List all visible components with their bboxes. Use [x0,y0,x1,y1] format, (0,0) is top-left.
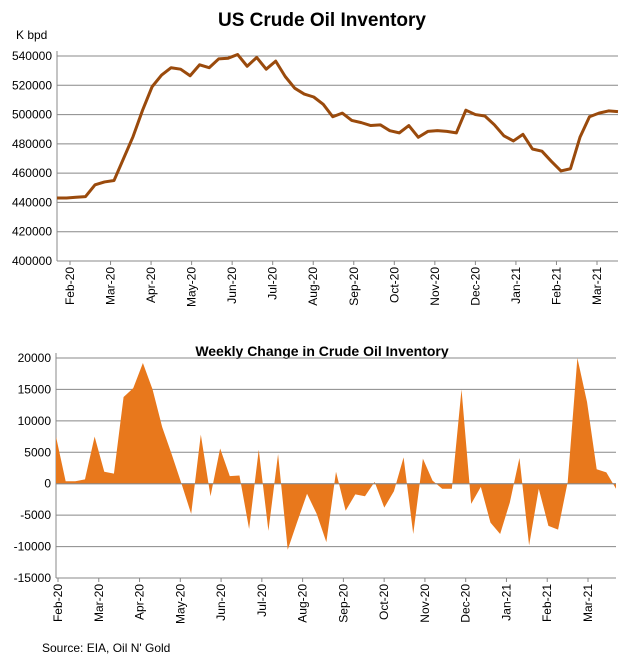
weekly-change-y-tick-label: 15000 [18,382,52,396]
inventory-x-tick-label: Nov-20 [428,267,442,306]
weekly-change-y-tick-label: 10000 [18,414,52,428]
weekly-change-x-tick-label: Jul-20 [255,584,269,617]
weekly-change-x-tick-label: Mar-21 [581,584,595,622]
inventory-x-tick-label: Jan-21 [509,267,523,304]
weekly-change-area-series [56,358,616,550]
inventory-y-tick-label: 500000 [12,108,52,122]
inventory-x-tick-label: Jun-20 [225,267,239,304]
inventory-x-tick-label: Dec-20 [468,267,482,306]
weekly-change-x-tick-label: Sep-20 [336,584,350,623]
inventory-x-tick-label: Mar-21 [590,267,604,305]
weekly-change-x-tick-label: Feb-20 [51,584,65,622]
weekly-change-x-tick-label: May-20 [173,584,187,624]
weekly-change-x-tick-label: Mar-20 [92,584,106,622]
inventory-x-tick-label: Apr-20 [144,267,158,303]
weekly-change-x-tick-label: Apr-20 [133,584,147,620]
inventory-y-tick-label: 400000 [12,254,52,268]
weekly-change-x-tick-label: Feb-21 [540,584,554,622]
inventory-y-tick-label: 440000 [12,195,52,209]
inventory-x-tick-label: Aug-20 [306,267,320,306]
weekly-change-y-tick-label: -5000 [20,508,51,522]
weekly-change-y-tick-label: 20000 [18,351,52,365]
inventory-line-series [57,53,619,200]
inventory-y-tick-label: 520000 [12,78,52,92]
weekly-change-x-tick-label: Jan-21 [499,584,513,621]
inventory-x-tick-label: Feb-20 [63,267,77,305]
weekly-change-x-tick-label: Dec-20 [459,584,473,623]
weekly-change-y-tick-label: 5000 [24,445,51,459]
weekly-change-x-tick-label: Oct-20 [377,584,391,620]
weekly-change-x-tick-label: Aug-20 [296,584,310,623]
inventory-x-tick-label: Oct-20 [387,267,401,303]
y-axis-label-top: K bpd [16,28,47,42]
inventory-x-tick-label: May-20 [185,267,199,307]
weekly-change-y-tick-label: -15000 [14,571,52,585]
source-note: Source: EIA, Oil N' Gold [42,641,170,655]
inventory-x-tick-label: Jul-20 [266,267,280,300]
inventory-x-tick-label: Mar-20 [104,267,118,305]
inventory-y-tick-label: 540000 [12,49,52,63]
inventory-y-tick-label: 480000 [12,137,52,151]
inventory-y-tick-label: 460000 [12,166,52,180]
inventory-x-tick-label: Sep-20 [347,267,361,306]
weekly-change-y-tick-label: 0 [44,477,51,491]
inventory-x-tick-label: Feb-21 [549,267,563,305]
inventory-y-tick-label: 420000 [12,225,52,239]
weekly-change-x-tick-label: Nov-20 [418,584,432,623]
chart-title-bottom: Weekly Change in Crude Oil Inventory [195,343,449,359]
weekly-change-y-tick-label: -10000 [14,540,52,554]
chart-title-top: US Crude Oil Inventory [218,10,426,31]
weekly-change-x-tick-label: Jun-20 [214,584,228,621]
